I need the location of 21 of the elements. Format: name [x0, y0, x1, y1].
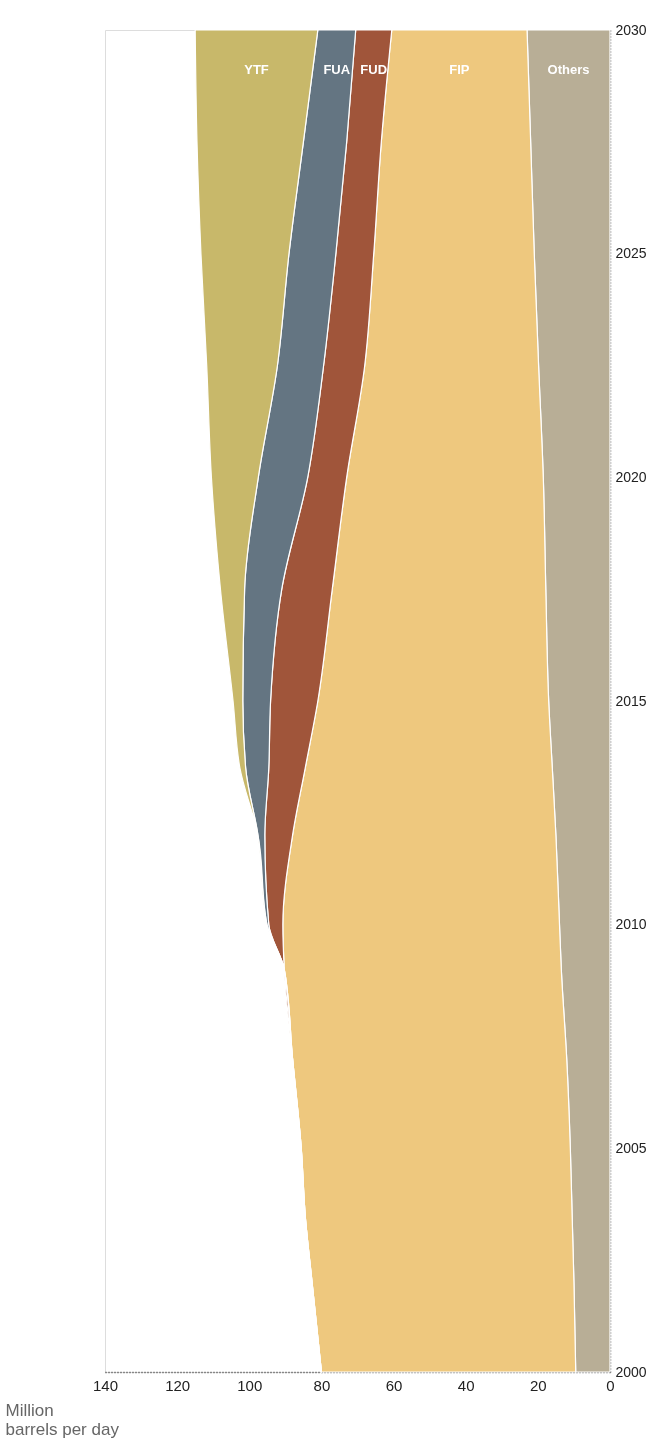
y-tick-label: 2000	[615, 1363, 647, 1380]
series-label: FUA	[323, 62, 351, 77]
y-tick-label: 2020	[615, 468, 647, 485]
x-tick-label: 40	[457, 1376, 475, 1394]
y-tick-label: 2015	[615, 692, 647, 709]
x-tick-label: 120	[165, 1376, 191, 1394]
x-tick-label: 140	[92, 1376, 119, 1394]
x-tick-label: 0	[606, 1376, 615, 1394]
series-label: FIP	[449, 62, 470, 77]
series-label: Others	[547, 62, 590, 77]
x-tick-label: 100	[237, 1376, 263, 1394]
y-tick-label: 2005	[615, 1139, 647, 1156]
x-tick-label: 80	[313, 1376, 331, 1394]
y-tick-label: 2010	[615, 916, 647, 933]
series-label: YTF	[244, 62, 269, 77]
y-tick-label: 2030	[615, 21, 647, 38]
x-axis-title: Million barrels per day	[5, 1400, 120, 1438]
y-tick-label: 2025	[615, 245, 647, 262]
x-tick-label: 20	[530, 1376, 547, 1394]
x-tick-label: 60	[385, 1376, 403, 1394]
series-label: FUD	[360, 62, 388, 77]
